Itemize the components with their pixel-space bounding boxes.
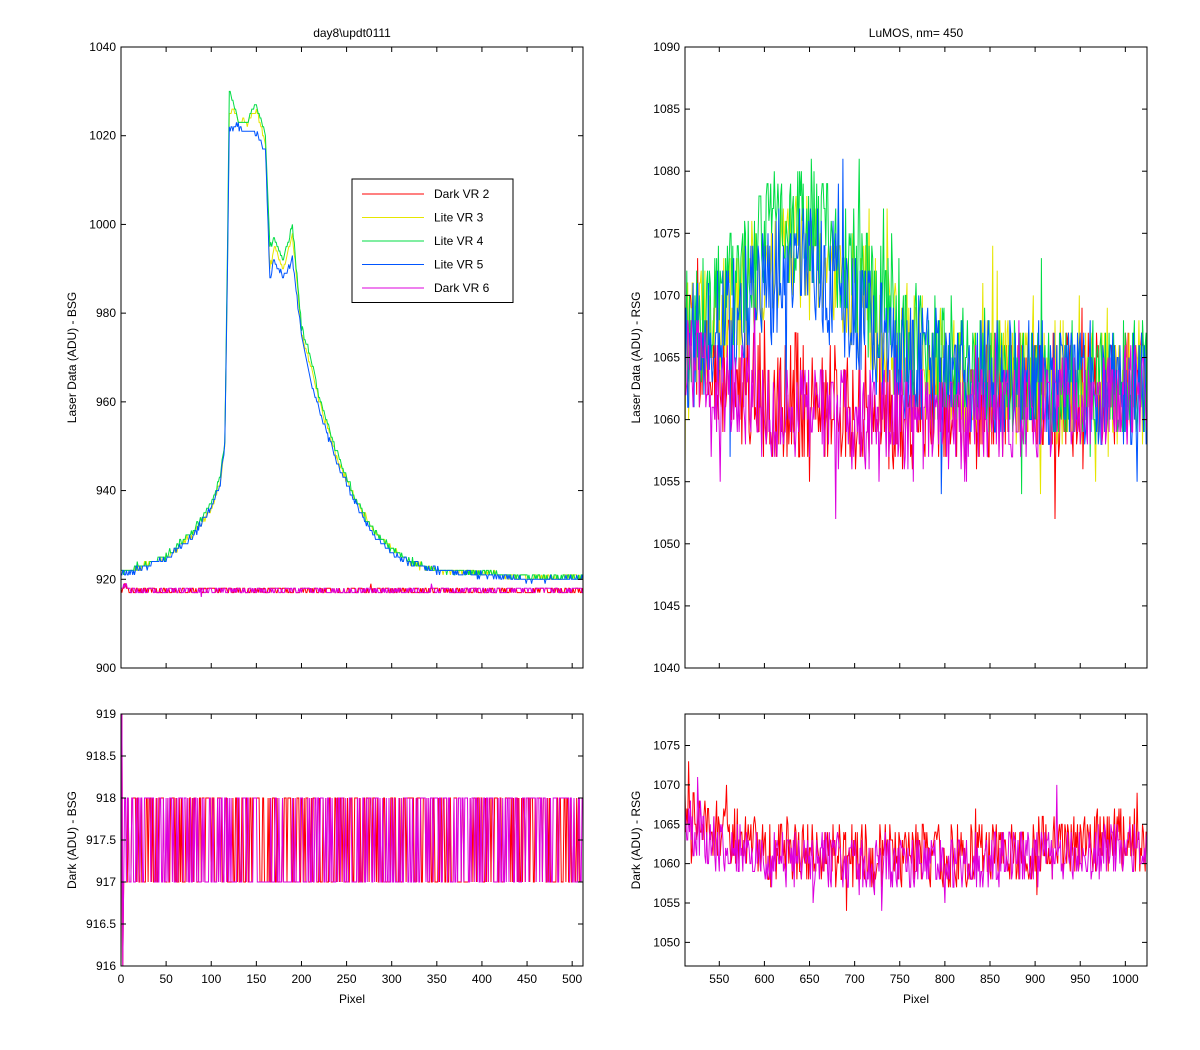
y-tick-label: 1000 <box>89 217 116 231</box>
y-tick-label: 916 <box>96 959 116 973</box>
y-tick-label: 940 <box>96 484 116 498</box>
y-tick-label: 900 <box>96 661 116 675</box>
panel-top-right: 1040 1045 1050 1055 1060 1065 1070 1075 1080 1085… <box>629 26 1148 675</box>
x-tick-label: 150 <box>246 972 266 986</box>
x-tick-label: 350 <box>427 972 447 986</box>
x-tick-label: 100 <box>201 972 221 986</box>
legend-entry: Dark VR 6 <box>434 281 490 295</box>
y-tick-label: 1075 <box>653 226 680 240</box>
legend-entry: Lite VR 4 <box>434 234 484 248</box>
y-tick-label: 1020 <box>89 129 116 143</box>
y-tick-label: 1080 <box>653 164 680 178</box>
y-tick-label: 1090 <box>653 40 680 54</box>
series-line-dark-vr-6 <box>685 776 1147 911</box>
x-tick-label: 300 <box>382 972 402 986</box>
y-tick-label: 1070 <box>653 288 680 302</box>
x-tick-label: 550 <box>709 972 729 986</box>
y-tick-label: 920 <box>96 572 116 586</box>
y-tick-label: 1050 <box>653 935 680 949</box>
x-tick-label: 400 <box>472 972 492 986</box>
series-line-dark-vr-6 <box>121 583 583 598</box>
y-tick-label: 1040 <box>89 40 116 54</box>
legend-box <box>351 178 514 303</box>
series-group <box>121 90 583 598</box>
panel-top-left: 900 920 940 960 980 1000 1020 1040 day8\updt0111… <box>65 26 584 675</box>
x-tick-label: 600 <box>754 972 774 986</box>
x-tick-label: 200 <box>291 972 311 986</box>
series-line-dark-vr-6 <box>685 307 1147 520</box>
chart-title: LuMOS, nm= 450 <box>869 26 964 40</box>
x-tick-label: 950 <box>1070 972 1090 986</box>
y-tick-label: 918.5 <box>86 749 116 763</box>
x-axis-label: Pixel <box>903 992 929 1006</box>
series-line-dark-vr-2 <box>121 714 583 966</box>
y-axis-label: Dark (ADU) - RSG <box>629 791 643 890</box>
y-tick-label: 1085 <box>653 102 680 116</box>
legend: Dark VR 2 Lite VR 3 Lite VR 4 Lite VR 5 Dark… <box>351 178 514 303</box>
y-tick-label: 917.5 <box>86 833 116 847</box>
y-tick-label: 918 <box>96 791 116 805</box>
series-group <box>685 158 1147 520</box>
legend-entry: Lite VR 3 <box>434 211 484 225</box>
y-axis-label: Dark (ADU) - BSG <box>65 791 79 889</box>
y-tick-label: 1050 <box>653 537 680 551</box>
x-tick-label: 1000 <box>1112 972 1139 986</box>
panel-bottom-right: 1050 1055 1060 1065 1070 1075 550 600 650 700 750 8… <box>629 713 1148 1006</box>
series-line-dark-vr-6 <box>121 714 583 966</box>
x-tick-label: 500 <box>562 972 582 986</box>
y-tick-label: 1040 <box>653 661 680 675</box>
series-line-lite-vr-5 <box>121 122 583 584</box>
x-tick-label: 700 <box>845 972 865 986</box>
y-tick-label: 1055 <box>653 896 680 910</box>
x-tick-label: 750 <box>890 972 910 986</box>
series-group <box>685 761 1147 911</box>
panel-bottom-left: 916 916.5 917 917.5 918 918.5 919 0 50 100 150 200 2… <box>65 707 584 1006</box>
x-tick-label: 900 <box>1025 972 1045 986</box>
legend-entry: Lite VR 5 <box>434 258 484 272</box>
x-tick-label: 800 <box>935 972 955 986</box>
y-tick-label: 919 <box>96 707 116 721</box>
y-tick-label: 1055 <box>653 475 680 489</box>
legend-entry: Dark VR 2 <box>434 187 490 201</box>
x-tick-label: 50 <box>159 972 173 986</box>
y-tick-label: 916.5 <box>86 917 116 931</box>
y-tick-label: 1060 <box>653 413 680 427</box>
y-tick-label: 1070 <box>653 778 680 792</box>
y-tick-label: 980 <box>96 306 116 320</box>
x-tick-label: 450 <box>517 972 537 986</box>
y-tick-label: 1065 <box>653 817 680 831</box>
axes-frame <box>120 46 584 669</box>
x-tick-label: 0 <box>118 972 125 986</box>
plot-area <box>121 47 583 668</box>
x-tick-label: 650 <box>800 972 820 986</box>
y-tick-label: 1065 <box>653 351 680 365</box>
y-tick-label: 1045 <box>653 599 680 613</box>
y-axis-label: Laser Data (ADU) - BSG <box>65 292 79 423</box>
series-group <box>121 714 583 966</box>
y-tick-label: 1060 <box>653 857 680 871</box>
x-tick-label: 250 <box>337 972 357 986</box>
y-axis-label: Laser Data (ADU) - RSG <box>629 291 643 423</box>
y-tick-label: 917 <box>96 875 116 889</box>
x-axis-label: Pixel <box>339 992 365 1006</box>
y-tick-label: 960 <box>96 395 116 409</box>
x-tick-label: 850 <box>980 972 1000 986</box>
panels: 900920940960980100010201040day8\updt0111… <box>65 26 1148 1006</box>
chart-title: day8\updt0111 <box>313 26 391 40</box>
axes-frame <box>684 713 1148 967</box>
y-tick-label: 1075 <box>653 739 680 753</box>
